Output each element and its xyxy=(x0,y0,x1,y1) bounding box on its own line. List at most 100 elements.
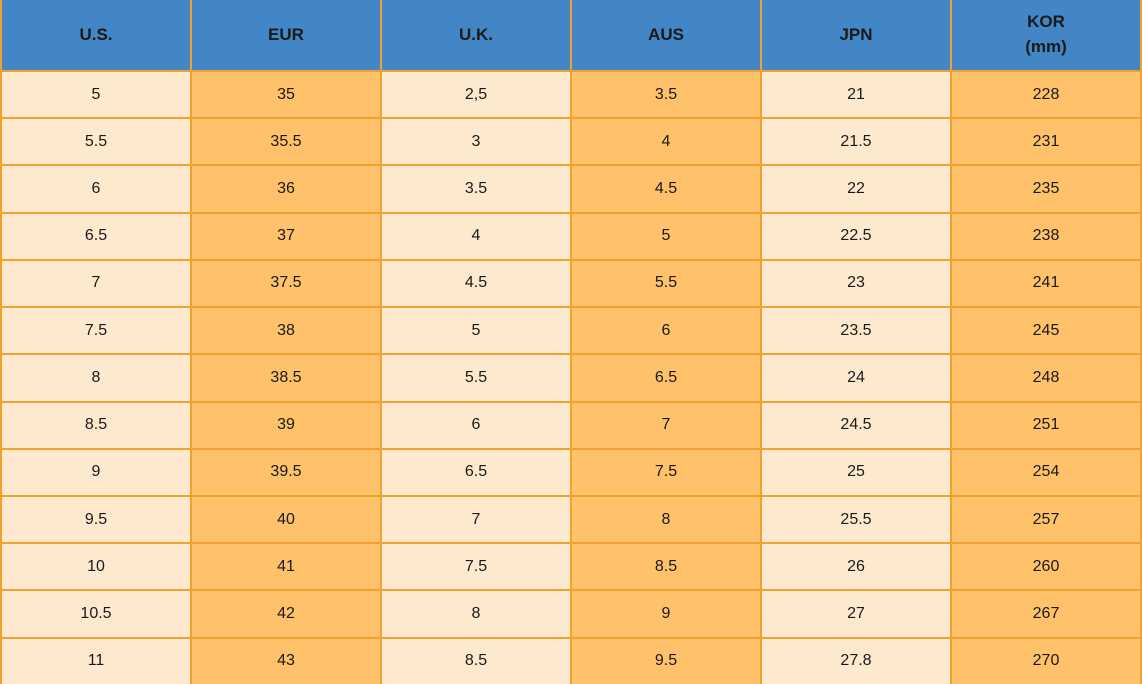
table-cell-uk: 4 xyxy=(380,211,572,261)
table-cell-eur: 41 xyxy=(190,542,382,592)
table-cell-eur: 40 xyxy=(190,494,382,545)
table-cell-kor-mm: 235 xyxy=(950,164,1142,214)
table-cell-us: 5.5 xyxy=(0,117,192,167)
table-row: 9 39.5 6.5 7.5 25 254 xyxy=(0,447,1142,497)
table-cell-kor-mm: 228 xyxy=(950,69,1142,120)
header-cell-aus: AUS xyxy=(570,0,762,72)
table-cell-us: 8 xyxy=(0,353,192,403)
table-cell-eur: 38 xyxy=(190,306,382,356)
table-cell-kor-mm: 251 xyxy=(950,400,1142,450)
table-cell-kor-mm: 238 xyxy=(950,211,1142,261)
table-cell-jpn: 22 xyxy=(760,164,952,214)
table-cell-eur: 43 xyxy=(190,636,382,684)
table-cell-aus: 8 xyxy=(570,494,762,545)
table-row: 8.5 39 6 7 24.5 251 xyxy=(0,400,1142,450)
table-cell-jpn: 21 xyxy=(760,69,952,120)
table-cell-jpn: 24.5 xyxy=(760,400,952,450)
table-cell-uk: 2,5 xyxy=(380,69,572,120)
table-cell-eur: 37 xyxy=(190,211,382,261)
table-cell-eur: 37.5 xyxy=(190,258,382,309)
table-cell-aus: 7.5 xyxy=(570,447,762,497)
table-cell-kor-mm: 260 xyxy=(950,542,1142,592)
table-cell-jpn: 23 xyxy=(760,258,952,309)
table-cell-uk: 8.5 xyxy=(380,636,572,684)
table-cell-jpn: 27 xyxy=(760,589,952,639)
table-cell-uk: 5 xyxy=(380,306,572,356)
table-cell-eur: 42 xyxy=(190,589,382,639)
table-cell-uk: 7 xyxy=(380,494,572,545)
table-cell-eur: 35.5 xyxy=(190,117,382,167)
table-row: 8 38.5 5.5 6.5 24 248 xyxy=(0,353,1142,403)
table-cell-jpn: 26 xyxy=(760,542,952,592)
table-cell-kor-mm: 231 xyxy=(950,117,1142,167)
table-cell-kor-mm: 254 xyxy=(950,447,1142,497)
table-cell-aus: 9.5 xyxy=(570,636,762,684)
table-cell-kor-mm: 257 xyxy=(950,494,1142,545)
table-row: 7.5 38 5 6 23.5 245 xyxy=(0,306,1142,356)
table-cell-uk: 4.5 xyxy=(380,258,572,309)
table-row: 6.5 37 4 5 22.5 238 xyxy=(0,211,1142,261)
table-cell-eur: 35 xyxy=(190,69,382,120)
table-cell-us: 5 xyxy=(0,69,192,120)
table-cell-eur: 36 xyxy=(190,164,382,214)
table-cell-jpn: 25 xyxy=(760,447,952,497)
table-header: U.S. EUR U.K. AUS JPN KOR (mm) xyxy=(0,0,1142,72)
table-cell-uk: 7.5 xyxy=(380,542,572,592)
table-cell-aus: 9 xyxy=(570,589,762,639)
table-cell-kor-mm: 248 xyxy=(950,353,1142,403)
table-cell-uk: 6.5 xyxy=(380,447,572,497)
table-cell-uk: 5.5 xyxy=(380,353,572,403)
table-cell-jpn: 23.5 xyxy=(760,306,952,356)
table-cell-uk: 3.5 xyxy=(380,164,572,214)
table-cell-kor-mm: 241 xyxy=(950,258,1142,309)
table-cell-kor-mm: 270 xyxy=(950,636,1142,684)
header-cell-jpn: JPN xyxy=(760,0,952,72)
table-cell-us: 6.5 xyxy=(0,211,192,261)
table-cell-kor-mm: 245 xyxy=(950,306,1142,356)
table-row: 6 36 3.5 4.5 22 235 xyxy=(0,164,1142,214)
table-body: 5 35 2,5 3.5 21 228 5.5 35.5 3 4 21.5 231 6 36 3.5 4.5 2… xyxy=(0,69,1142,684)
table-cell-aus: 4.5 xyxy=(570,164,762,214)
table-cell-aus: 8.5 xyxy=(570,542,762,592)
header-cell-eur: EUR xyxy=(190,0,382,72)
table-cell-jpn: 24 xyxy=(760,353,952,403)
table-row: 10.5 42 8 9 27 267 xyxy=(0,589,1142,639)
header-cell-uk: U.K. xyxy=(380,0,572,72)
table-row: 10 41 7.5 8.5 26 260 xyxy=(0,542,1142,592)
table-cell-aus: 6 xyxy=(570,306,762,356)
table-row: 9.5 40 7 8 25.5 257 xyxy=(0,494,1142,545)
table-cell-jpn: 21.5 xyxy=(760,117,952,167)
table-cell-us: 7 xyxy=(0,258,192,309)
table-cell-us: 11 xyxy=(0,636,192,684)
table-cell-jpn: 25.5 xyxy=(760,494,952,545)
table-cell-uk: 3 xyxy=(380,117,572,167)
table-cell-uk: 6 xyxy=(380,400,572,450)
table-cell-aus: 5 xyxy=(570,211,762,261)
table-cell-us: 9.5 xyxy=(0,494,192,545)
table-cell-us: 8.5 xyxy=(0,400,192,450)
table-row: 5 35 2,5 3.5 21 228 xyxy=(0,69,1142,120)
header-row: U.S. EUR U.K. AUS JPN KOR (mm) xyxy=(0,0,1142,72)
table-cell-jpn: 27.8 xyxy=(760,636,952,684)
table-cell-aus: 5.5 xyxy=(570,258,762,309)
table-row: 5.5 35.5 3 4 21.5 231 xyxy=(0,117,1142,167)
table-cell-us: 7.5 xyxy=(0,306,192,356)
table-cell-eur: 38.5 xyxy=(190,353,382,403)
table-cell-uk: 8 xyxy=(380,589,572,639)
table-cell-eur: 39.5 xyxy=(190,447,382,497)
table-cell-eur: 39 xyxy=(190,400,382,450)
table-cell-us: 10.5 xyxy=(0,589,192,639)
header-cell-us: U.S. xyxy=(0,0,192,72)
table-cell-jpn: 22.5 xyxy=(760,211,952,261)
table-cell-us: 9 xyxy=(0,447,192,497)
table-cell-aus: 6.5 xyxy=(570,353,762,403)
table-cell-aus: 4 xyxy=(570,117,762,167)
table-cell-aus: 3.5 xyxy=(570,69,762,120)
table-cell-kor-mm: 267 xyxy=(950,589,1142,639)
table-cell-aus: 7 xyxy=(570,400,762,450)
header-cell-kor-mm: KOR (mm) xyxy=(950,0,1142,72)
table-cell-us: 10 xyxy=(0,542,192,592)
table-row: 11 43 8.5 9.5 27.8 270 xyxy=(0,636,1142,684)
